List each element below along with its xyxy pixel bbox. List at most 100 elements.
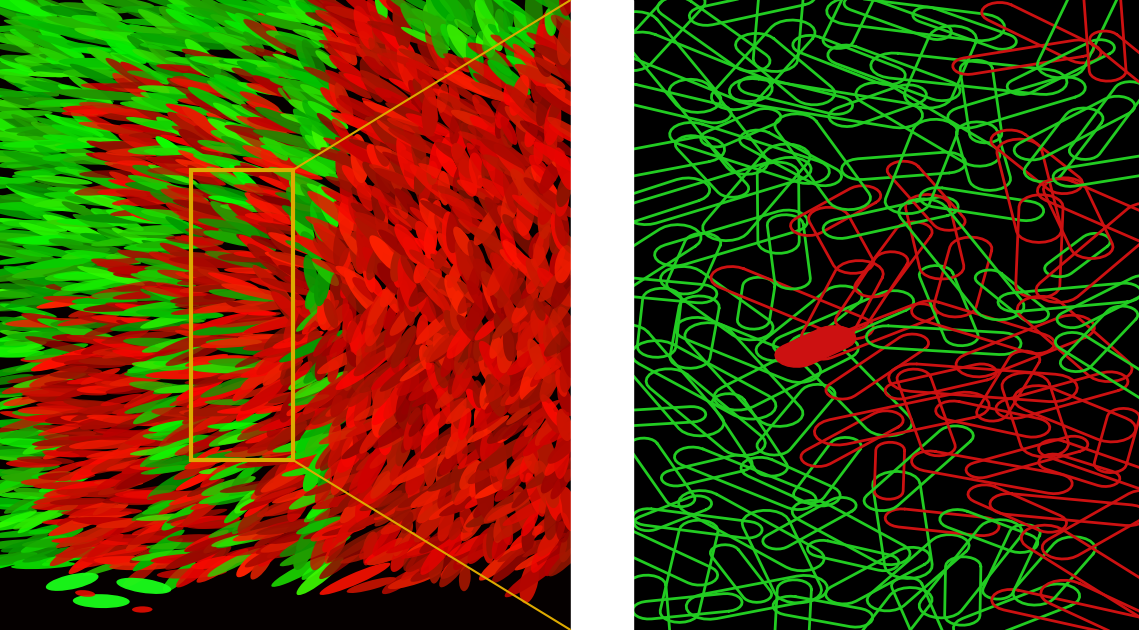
Ellipse shape [439, 107, 460, 134]
Ellipse shape [130, 464, 185, 471]
Ellipse shape [55, 89, 151, 101]
Ellipse shape [336, 495, 376, 542]
Ellipse shape [501, 521, 514, 545]
Ellipse shape [441, 553, 469, 579]
Ellipse shape [345, 314, 363, 343]
Ellipse shape [412, 78, 431, 107]
Ellipse shape [7, 263, 75, 280]
Ellipse shape [290, 292, 310, 319]
Ellipse shape [421, 422, 439, 458]
Ellipse shape [145, 287, 199, 306]
Ellipse shape [80, 170, 157, 178]
Ellipse shape [431, 254, 461, 282]
Ellipse shape [210, 77, 281, 113]
Ellipse shape [213, 103, 249, 125]
Ellipse shape [256, 268, 284, 290]
Ellipse shape [58, 84, 113, 105]
Ellipse shape [77, 404, 151, 415]
Ellipse shape [484, 197, 514, 239]
Ellipse shape [508, 373, 560, 413]
Ellipse shape [350, 231, 367, 274]
Ellipse shape [148, 493, 192, 509]
Ellipse shape [392, 476, 426, 525]
Ellipse shape [191, 408, 235, 432]
Ellipse shape [306, 494, 335, 519]
Ellipse shape [153, 418, 208, 436]
Ellipse shape [153, 360, 207, 367]
Ellipse shape [480, 122, 500, 159]
Ellipse shape [398, 446, 432, 479]
Ellipse shape [475, 314, 503, 340]
Ellipse shape [49, 238, 122, 253]
Ellipse shape [67, 42, 112, 52]
Ellipse shape [274, 35, 331, 59]
Ellipse shape [408, 480, 419, 508]
Ellipse shape [474, 491, 495, 518]
Ellipse shape [320, 87, 350, 115]
Ellipse shape [383, 289, 403, 316]
Ellipse shape [354, 387, 371, 428]
Ellipse shape [118, 357, 186, 377]
Ellipse shape [112, 228, 159, 248]
Ellipse shape [484, 336, 502, 368]
Ellipse shape [93, 480, 144, 486]
Ellipse shape [346, 577, 396, 593]
Ellipse shape [0, 69, 40, 76]
Ellipse shape [323, 299, 338, 328]
Ellipse shape [374, 124, 392, 167]
Ellipse shape [219, 410, 272, 432]
Ellipse shape [254, 349, 287, 370]
Ellipse shape [325, 70, 371, 99]
Ellipse shape [166, 411, 238, 443]
Ellipse shape [145, 263, 208, 271]
Ellipse shape [528, 155, 551, 181]
Ellipse shape [247, 424, 308, 454]
Ellipse shape [487, 60, 531, 95]
Ellipse shape [253, 336, 323, 357]
Ellipse shape [132, 165, 194, 185]
Ellipse shape [0, 341, 47, 359]
Ellipse shape [6, 318, 97, 328]
Ellipse shape [197, 549, 248, 583]
Ellipse shape [440, 488, 498, 517]
Ellipse shape [88, 373, 165, 386]
Ellipse shape [42, 331, 110, 340]
Ellipse shape [231, 67, 290, 94]
Ellipse shape [60, 275, 159, 291]
Ellipse shape [343, 232, 368, 261]
Ellipse shape [336, 98, 378, 123]
Ellipse shape [279, 329, 351, 362]
Ellipse shape [107, 266, 181, 275]
Ellipse shape [310, 199, 329, 243]
Bar [571, 0, 633, 630]
Ellipse shape [312, 124, 328, 158]
Ellipse shape [138, 269, 207, 279]
Ellipse shape [310, 530, 333, 570]
Ellipse shape [23, 435, 69, 454]
Ellipse shape [521, 512, 539, 536]
Ellipse shape [226, 122, 262, 138]
Ellipse shape [134, 28, 163, 46]
Ellipse shape [126, 0, 207, 14]
Ellipse shape [206, 166, 253, 192]
Ellipse shape [179, 410, 224, 416]
Ellipse shape [494, 101, 510, 139]
Ellipse shape [525, 258, 559, 307]
Ellipse shape [222, 42, 270, 68]
Ellipse shape [499, 32, 535, 59]
Ellipse shape [481, 271, 509, 304]
Ellipse shape [364, 326, 399, 353]
Ellipse shape [371, 184, 386, 223]
Ellipse shape [442, 212, 461, 265]
Ellipse shape [32, 67, 75, 77]
Ellipse shape [437, 478, 454, 510]
Ellipse shape [457, 180, 500, 203]
Ellipse shape [538, 200, 551, 239]
Ellipse shape [141, 240, 197, 263]
Ellipse shape [467, 415, 509, 443]
Ellipse shape [384, 304, 412, 348]
Ellipse shape [497, 206, 524, 234]
Ellipse shape [493, 144, 533, 185]
Ellipse shape [117, 249, 186, 266]
Ellipse shape [337, 480, 374, 510]
